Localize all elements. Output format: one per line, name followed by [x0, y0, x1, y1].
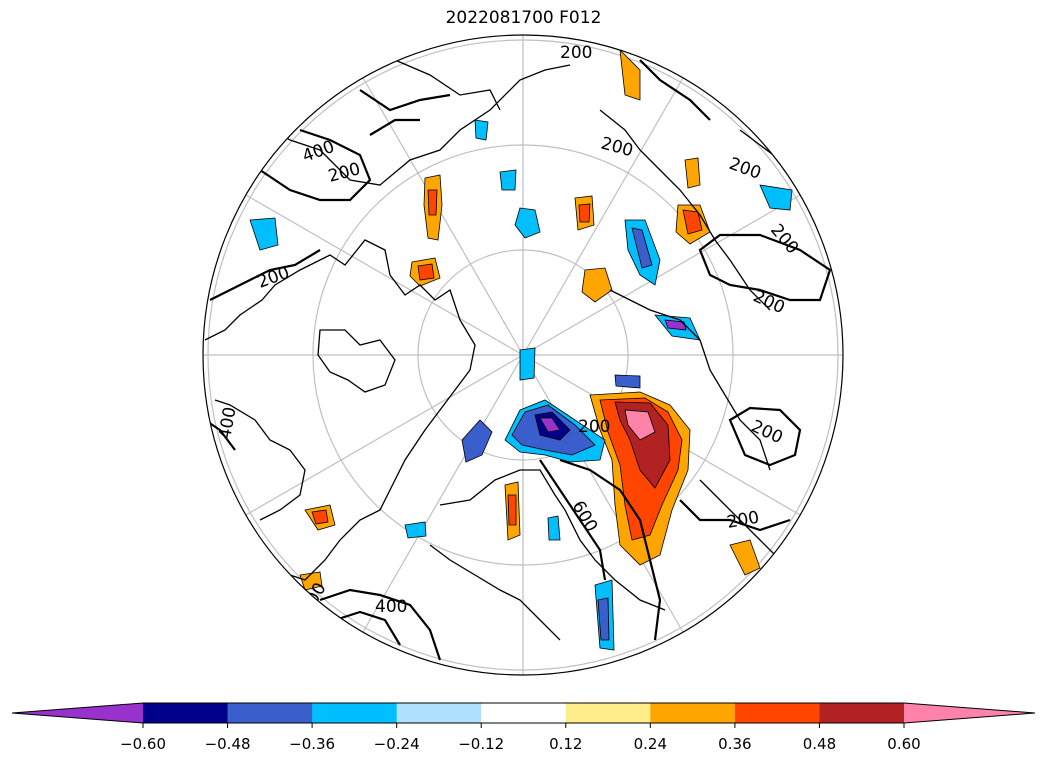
coastlines: [204, 59, 801, 641]
polar-map: 200 200 200 200 200 200 200 200 200 200 …: [202, 34, 844, 676]
colorbar-segment: [819, 703, 905, 723]
meridian-line: [362, 354, 524, 633]
contour-label: 200: [578, 417, 610, 437]
colorbar-tick-label: −0.48: [205, 735, 251, 753]
cold-anomaly-center-max: [539, 417, 561, 433]
contour-label: 200: [560, 43, 592, 63]
colorbar-segment: [481, 703, 567, 723]
colorbar-extend-max: [904, 703, 1035, 723]
cold-anomaly-west: [461, 419, 493, 463]
shaded-anomalies: [249, 48, 793, 651]
colorbar-segment: [143, 703, 229, 723]
colorbar-tick-label: −0.36: [289, 735, 335, 753]
colorbar-tick-label: 0.60: [887, 735, 920, 753]
colorbar-segment: [650, 703, 736, 723]
colorbar-segments: [11, 702, 1036, 724]
meridian-line: [522, 77, 684, 356]
colorbar-tick-label: −0.24: [374, 735, 420, 753]
colorbar-tick-label: 0.48: [803, 735, 836, 753]
colorbar-tick-label: −0.60: [120, 735, 166, 753]
warm-anomaly-east-max: [624, 409, 656, 441]
colorbar-segment: [734, 703, 820, 723]
colorbar-tick-label: −0.12: [458, 735, 504, 753]
colorbar-tick-label: 0.24: [634, 735, 667, 753]
colorbar-extend-min: [12, 703, 143, 723]
colorbar-segment: [396, 703, 482, 723]
meridian-line: [522, 194, 801, 356]
colorbar-segment: [565, 703, 651, 723]
map-boundary: [202, 34, 844, 676]
contour-label: 400: [375, 597, 407, 617]
colorbar-segment: [312, 703, 398, 723]
colorbar-tick-label: 0.36: [718, 735, 751, 753]
map-title: 2022081700 F012: [445, 8, 602, 28]
meridian-lines: [203, 35, 843, 675]
colorbar-segment: [227, 703, 313, 723]
meridian-line: [245, 194, 524, 356]
meridian-line: [245, 354, 524, 516]
colorbar-ticks: −0.60 −0.48 −0.36 −0.24 −0.12 0.12 0.24 0.36 0.4…: [120, 723, 921, 753]
colorbar-tick-label: 0.12: [549, 735, 582, 753]
